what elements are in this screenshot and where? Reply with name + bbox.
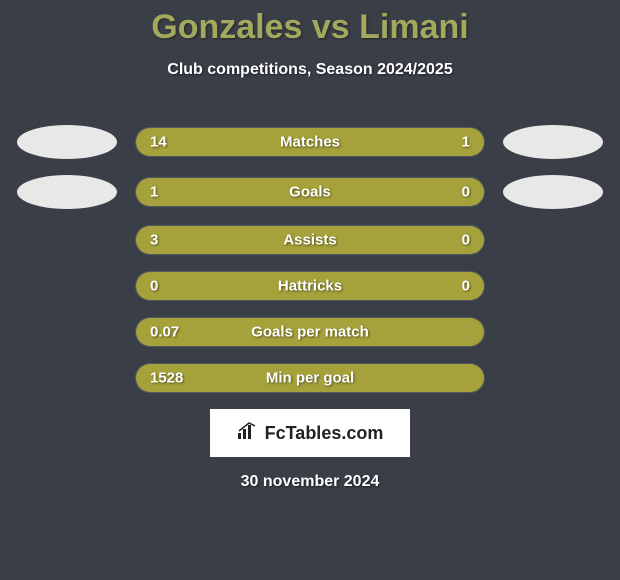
stat-value-right: 0 <box>462 232 470 249</box>
stat-label: Goals per match <box>251 324 369 341</box>
stat-bar: 1 0 Goals <box>135 177 485 207</box>
logo-text: FcTables.com <box>265 423 384 444</box>
stat-value-left: 1528 <box>150 370 183 387</box>
stat-value-right: 0 <box>462 184 470 201</box>
stat-bar: 14 1 Matches <box>135 127 485 157</box>
stat-rows: 14 1 Matches 1 0 Goals 3 0 Assists 0 0 Hattricks 0.0… <box>0 125 620 393</box>
stat-row: 1528 Min per goal <box>0 363 620 393</box>
player-left-ellipse <box>17 175 117 209</box>
player-right-ellipse <box>503 125 603 159</box>
stat-label: Goals <box>289 184 331 201</box>
bar-fill-right <box>432 226 484 254</box>
comparison-infographic: Gonzales vs Limani Club competitions, Se… <box>0 0 620 491</box>
logo: FcTables.com <box>237 422 384 445</box>
subtitle: Club competitions, Season 2024/2025 <box>0 61 620 79</box>
stat-bar: 0.07 Goals per match <box>135 317 485 347</box>
bar-fill-right <box>421 128 484 156</box>
bar-fill-right <box>432 178 484 206</box>
stat-label: Assists <box>283 232 336 249</box>
stat-label: Hattricks <box>278 278 342 295</box>
stat-row: 14 1 Matches <box>0 125 620 159</box>
stat-bar: 3 0 Assists <box>135 225 485 255</box>
stat-value-left: 14 <box>150 134 167 151</box>
player-left-ellipse <box>17 125 117 159</box>
logo-box: FcTables.com <box>210 409 410 457</box>
stat-label: Min per goal <box>266 370 354 387</box>
stat-row: 0.07 Goals per match <box>0 317 620 347</box>
page-title: Gonzales vs Limani <box>0 8 620 47</box>
stat-value-right: 1 <box>462 134 470 151</box>
stat-row: 0 0 Hattricks <box>0 271 620 301</box>
bar-fill-left <box>136 128 421 156</box>
stat-value-left: 0.07 <box>150 324 179 341</box>
bar-fill-left <box>136 178 432 206</box>
stat-value-left: 1 <box>150 184 158 201</box>
stat-value-right: 0 <box>462 278 470 295</box>
player-right-ellipse <box>503 175 603 209</box>
stat-row: 1 0 Goals <box>0 175 620 209</box>
stat-row: 3 0 Assists <box>0 225 620 255</box>
stat-value-left: 3 <box>150 232 158 249</box>
stat-value-left: 0 <box>150 278 158 295</box>
stat-label: Matches <box>280 134 340 151</box>
stat-bar: 1528 Min per goal <box>135 363 485 393</box>
stat-bar: 0 0 Hattricks <box>135 271 485 301</box>
chart-icon <box>237 422 259 445</box>
date: 30 november 2024 <box>0 473 620 491</box>
